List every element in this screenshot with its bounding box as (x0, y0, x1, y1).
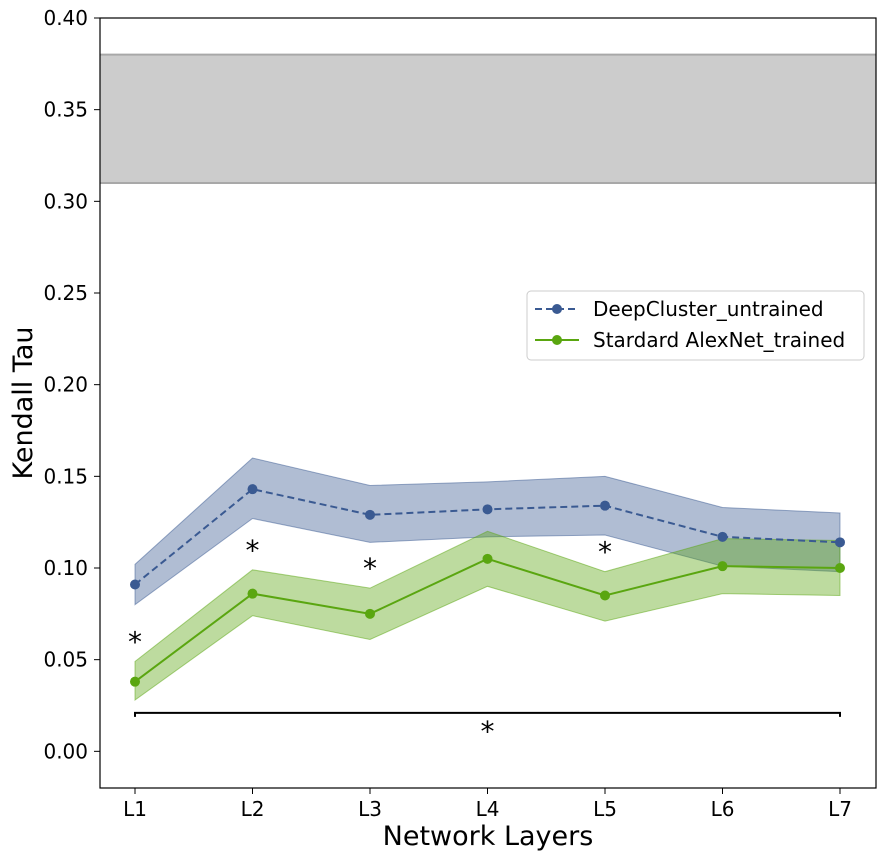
significance-star-L2: * (246, 534, 260, 567)
confidence-band-2 (134, 530, 841, 701)
data-point-s2-L5 (600, 590, 610, 601)
legend-label-2: Stardard AlexNet_trained (593, 328, 845, 352)
data-point-s1-L2 (247, 484, 258, 495)
series-lines (130, 484, 845, 687)
significance-star-L1: * (128, 626, 142, 659)
y-tick-label: 0.15 (43, 464, 88, 488)
y-tick-label: 0.40 (43, 6, 88, 30)
legend-label-1: DeepCluster_untrained (593, 297, 824, 321)
significance-star-L3: * (363, 552, 377, 585)
data-point-s1-L1 (130, 579, 140, 590)
x-tick-label: L3 (358, 797, 382, 821)
significance-markers: * * * * * (128, 534, 841, 748)
y-tick-label: 0.00 (43, 739, 88, 763)
legend-swatch-marker-1 (552, 304, 562, 314)
data-point-s1-L7 (835, 537, 845, 548)
data-point-s2-L6 (717, 561, 728, 572)
data-point-s1-L3 (365, 509, 375, 520)
noise-ceiling-layer (100, 53, 876, 184)
overall-significance-bracket (134, 711, 841, 717)
y-tick-label: 0.20 (43, 373, 88, 397)
y-tick-label: 0.05 (43, 648, 88, 672)
data-point-s2-L1 (130, 676, 140, 687)
legend-box (526, 290, 865, 361)
axes: 0.00 0.05 0.10 0.15 0.20 0.25 0.30 0.35 0.40 L1 L2… (43, 6, 851, 821)
y-tick-label: 0.30 (43, 189, 88, 213)
legend: DeepCluster_untrained Stardard AlexNet_tr… (526, 290, 865, 361)
x-tick-label: L4 (476, 797, 500, 821)
x-axis-title: Network Layers (383, 821, 594, 852)
x-tick-label: L7 (828, 797, 852, 821)
x-tick-label: L6 (711, 797, 735, 821)
data-point-s1-L4 (482, 504, 493, 515)
significance-star-L5: * (598, 536, 612, 569)
overall-significance-star: * (481, 715, 495, 748)
x-tick-label: L2 (241, 797, 265, 821)
data-point-s2-L4 (482, 553, 493, 564)
y-tick-label: 0.25 (43, 281, 88, 305)
y-tick-label: 0.10 (43, 556, 88, 580)
legend-swatch-marker-2 (552, 335, 562, 345)
data-point-s1-L6 (717, 531, 728, 542)
y-tick-label: 0.35 (43, 98, 88, 122)
noise-ceiling-band (100, 54, 876, 183)
data-point-s2-L7 (835, 563, 845, 573)
y-axis-title: Kendall Tau (8, 326, 39, 479)
data-point-s2-L3 (365, 608, 375, 619)
data-point-s1-L5 (600, 500, 610, 511)
data-point-s2-L2 (247, 588, 258, 599)
x-tick-label: L1 (123, 797, 147, 821)
confidence-bands (134, 457, 841, 701)
x-tick-label: L5 (593, 797, 617, 821)
